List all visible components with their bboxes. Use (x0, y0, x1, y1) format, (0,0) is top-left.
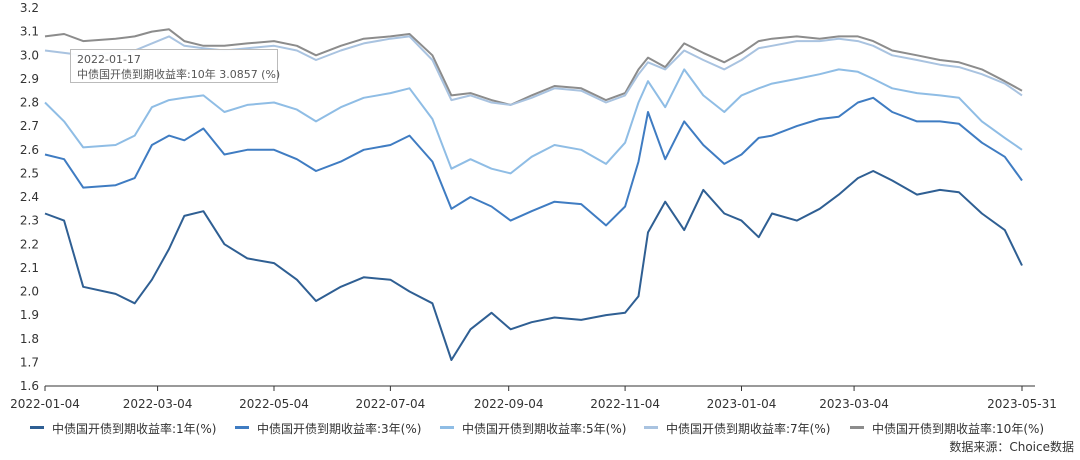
y-tick-label: 1.8 (20, 332, 39, 346)
y-tick-label: 1.9 (20, 308, 39, 322)
legend-label: 中债国开债到期收益率:1年(%) (52, 422, 217, 436)
legend-swatch (30, 426, 44, 429)
legend-item-0[interactable]: 中债国开债到期收益率:1年(%) (30, 420, 216, 437)
series-line-4 (44, 28, 1023, 106)
y-tick-label: 2.5 (20, 166, 39, 180)
y-tick-label: 3.1 (20, 25, 39, 39)
y-tick-label: 2.7 (20, 119, 39, 133)
series-line-0 (44, 170, 1023, 361)
legend-label: 中债国开债到期收益率:10年(%) (872, 422, 1045, 436)
x-tick-label: 2023-03-04 (819, 397, 889, 411)
tooltip-value: 中债国开债到期收益率:10年 3.0857 (%) (77, 68, 281, 81)
legend-label: 中债国开债到期收益率:7年(%) (666, 422, 831, 436)
tooltip-date: 2022-01-17 (77, 53, 141, 66)
y-tick-label: 2.3 (20, 214, 39, 228)
y-tick-label: 2.1 (20, 261, 39, 275)
y-tick-label: 2.8 (20, 96, 39, 110)
x-tick-label: 2023-05-31 (987, 397, 1057, 411)
series-line-3 (44, 35, 1023, 106)
x-tick-label: 2022-11-04 (590, 397, 660, 411)
x-tick-label: 2022-09-04 (474, 397, 544, 411)
x-tick-label: 2022-03-04 (123, 397, 193, 411)
legend-swatch (850, 426, 864, 429)
y-tick-label: 1.7 (20, 355, 39, 369)
legend-label: 中债国开债到期收益率:5年(%) (462, 422, 627, 436)
legend-label: 中债国开债到期收益率:3年(%) (257, 422, 422, 436)
y-tick-label: 2.6 (20, 143, 39, 157)
y-tick-label: 1.6 (20, 379, 39, 393)
y-tick-label: 3.0 (20, 48, 39, 62)
y-tick-label: 2.2 (20, 237, 39, 251)
legend-item-4[interactable]: 中债国开债到期收益率:10年(%) (850, 420, 1044, 437)
legend-swatch (440, 426, 454, 429)
data-source-note: 数据来源：Choice数据 (949, 440, 1074, 454)
hover-tooltip: 2022-01-17 中债国开债到期收益率:10年 3.0857 (%) (70, 49, 281, 83)
legend-item-2[interactable]: 中债国开债到期收益率:5年(%) (440, 420, 626, 437)
x-axis-ticks: 2022-01-04 2022-03-04 2022-05-04 2022-07-04… (10, 386, 1057, 411)
x-tick-label: 2022-05-04 (239, 397, 309, 411)
x-tick-label: 2022-07-04 (356, 397, 426, 411)
chart-legend: 中债国开债到期收益率:1年(%) 中债国开债到期收益率:3年(%) 中债国开债到期收… (30, 420, 1070, 440)
legend-swatch (644, 426, 658, 429)
legend-item-1[interactable]: 中债国开债到期收益率:3年(%) (235, 420, 421, 437)
yield-line-chart: 1.6 1.7 1.8 1.9 2.0 2.1 2.2 2.3 2.4 2.5 2.6 2.7 2.8 2… (10, 1, 1057, 411)
legend-item-3[interactable]: 中债国开债到期收益率:7年(%) (644, 420, 830, 437)
y-axis-ticks: 1.6 1.7 1.8 1.9 2.0 2.1 2.2 2.3 2.4 2.5 2.6 2.7 2.8 2… (20, 1, 39, 393)
series-line-1 (44, 96, 1023, 227)
y-tick-label: 2.0 (20, 285, 39, 299)
y-tick-label: 2.4 (20, 190, 39, 204)
x-tick-label: 2023-01-04 (707, 397, 777, 411)
y-tick-label: 2.9 (20, 72, 39, 86)
y-tick-label: 3.2 (20, 1, 39, 15)
x-tick-label: 2022-01-04 (10, 397, 80, 411)
series-line-2 (44, 68, 1023, 175)
series-lines (44, 28, 1023, 361)
legend-swatch (235, 426, 249, 429)
